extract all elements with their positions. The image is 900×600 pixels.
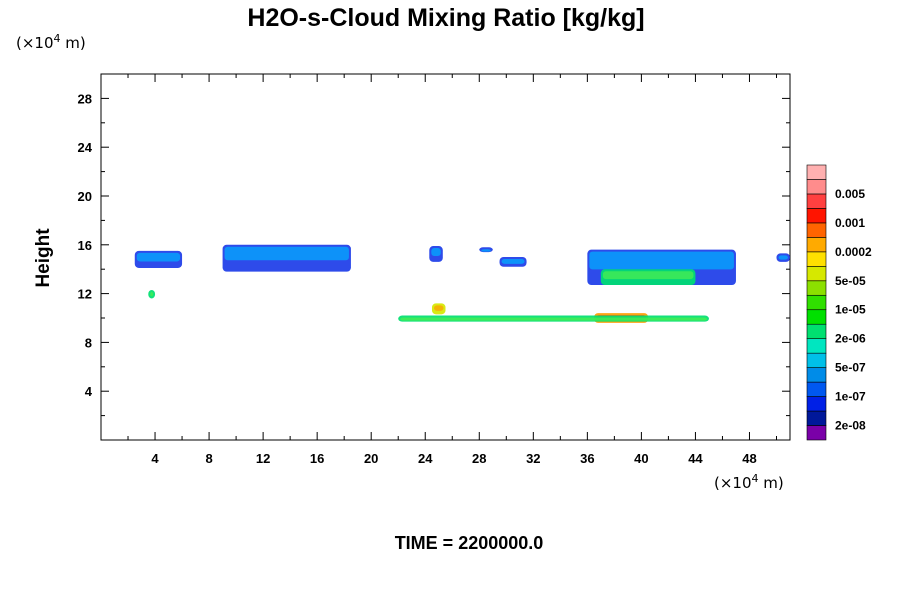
x-tick-label: 44 [688, 451, 703, 466]
colorbar-swatch [806, 237, 827, 253]
colorbar-swatch [806, 352, 827, 368]
x-tick-label: 24 [418, 451, 433, 466]
cloud-region-core [589, 251, 734, 270]
colorbar-swatch [806, 193, 827, 209]
colorbar-tick-label: 1e-07 [835, 390, 866, 404]
colorbar-tick-label: 0.005 [835, 187, 865, 201]
colorbar-tick-label: 2e-08 [835, 419, 866, 433]
colorbar-swatch [806, 323, 827, 339]
x-tick-label: 32 [526, 451, 540, 466]
colorbar-swatch [806, 338, 827, 354]
cloud-region-core [602, 271, 694, 280]
colorbar-tick-label: 0.0002 [835, 245, 872, 259]
time-label: TIME = 2200000.0 [395, 533, 544, 553]
x-tick-label: 20 [364, 451, 378, 466]
colorbar-tick-label: 2e-06 [835, 332, 866, 346]
colorbar-swatch [806, 251, 827, 267]
colorbar-swatch [806, 294, 827, 311]
colorbar: 2e-08 1e-07 5e-07 2e-06 1e-05 5e-05 0.0002 0.00… [806, 164, 872, 441]
colorbar-tick-label: 1e-05 [835, 303, 866, 317]
x-tick-label: 28 [472, 451, 486, 466]
x-tick-label: 8 [205, 451, 212, 466]
x-tick-label: 4 [151, 451, 159, 466]
cloud-region-core [778, 255, 788, 260]
y-tick-label: 20 [78, 189, 92, 204]
x-tick-label: 16 [310, 451, 324, 466]
cloud-region-core [431, 248, 441, 256]
y-axis: 4 8 12 16 20 24 28 [78, 73, 790, 417]
y-tick-label: 8 [85, 335, 92, 350]
x-tick-label: 12 [256, 451, 270, 466]
y-axis-label: Height [33, 228, 54, 288]
colorbar-swatch [806, 266, 827, 282]
y-tick-label: 24 [78, 140, 93, 155]
colorbar-tick-label: 5e-07 [835, 361, 866, 375]
colorbar-swatch [806, 425, 827, 441]
colorbar-tick-label: 5e-05 [835, 274, 866, 288]
cloud-region-core [481, 249, 491, 252]
cloud-region-core [400, 317, 707, 321]
x-tick-label: 48 [742, 451, 756, 466]
cloud-field [134, 244, 790, 323]
colorbar-swatch [806, 179, 827, 195]
y-tick-label: 12 [78, 287, 92, 302]
colorbar-tick-label: 0.001 [835, 216, 865, 230]
x-tick-label: 36 [580, 451, 594, 466]
y-tick-label: 4 [85, 384, 93, 399]
colorbar-swatch [806, 280, 827, 296]
x-tick-label: 40 [634, 451, 648, 466]
x-axis-unit: (×104 m) [714, 472, 784, 492]
colorbar-swatch [806, 164, 827, 180]
cloud-region-core [433, 305, 444, 311]
colorbar-swatch [806, 208, 827, 224]
chart-title: H2O-s-Cloud Mixing Ratio [kg/kg] [247, 4, 644, 32]
colorbar-swatch [806, 309, 827, 325]
cloud-region-core [136, 252, 181, 262]
cloud-region-core [501, 259, 525, 264]
y-tick-label: 28 [78, 91, 92, 106]
colorbar-swatch [806, 222, 827, 238]
y-tick-label: 16 [78, 238, 92, 253]
colorbar-swatch [806, 367, 827, 383]
colorbar-swatch [806, 381, 827, 397]
cloud-region-core [224, 246, 349, 261]
y-axis-unit: (×104 m) [16, 32, 86, 52]
colorbar-swatch [806, 396, 827, 412]
cloud-region-core [150, 291, 154, 297]
x-axis: 4 8 12 16 20 24 28 32 36 40 44 48 [127, 74, 777, 466]
colorbar-swatch [806, 410, 827, 426]
